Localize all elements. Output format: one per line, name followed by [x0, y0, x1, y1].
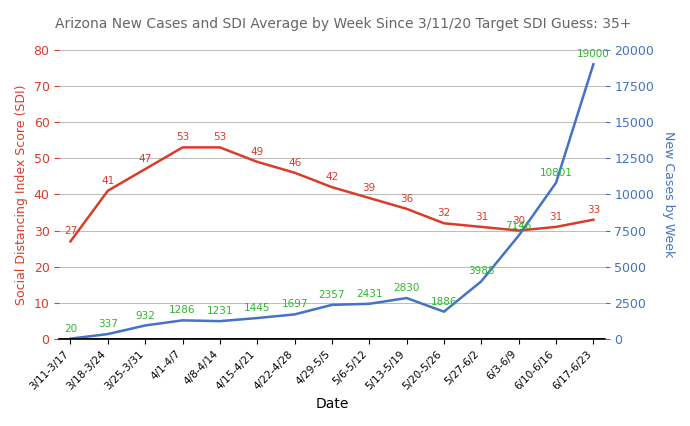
Text: 53: 53 [176, 132, 189, 142]
Text: 932: 932 [135, 311, 155, 320]
Text: 31: 31 [549, 212, 562, 222]
Text: 10801: 10801 [540, 168, 573, 178]
Text: 41: 41 [101, 176, 115, 186]
Text: Arizona New Cases and SDI Average by Week Since 3/11/20 Target SDI Guess: 35+: Arizona New Cases and SDI Average by Wee… [55, 17, 631, 31]
Text: 49: 49 [250, 147, 264, 157]
Text: 30: 30 [512, 216, 525, 226]
Text: 31: 31 [475, 212, 488, 222]
Y-axis label: Social Distancing Index Score (SDI): Social Distancing Index Score (SDI) [15, 84, 28, 305]
X-axis label: Date: Date [315, 397, 348, 411]
Text: 2431: 2431 [356, 289, 382, 299]
Text: 36: 36 [400, 194, 413, 204]
Y-axis label: New Cases by Week: New Cases by Week [662, 131, 675, 257]
Text: 46: 46 [288, 158, 302, 168]
Text: 27: 27 [64, 227, 77, 236]
Text: 7146: 7146 [505, 221, 532, 231]
Text: 53: 53 [213, 132, 226, 142]
Text: 47: 47 [139, 154, 152, 164]
Text: 3988: 3988 [468, 266, 495, 276]
Text: 42: 42 [325, 172, 339, 182]
Text: 1286: 1286 [169, 305, 196, 315]
Text: 20: 20 [64, 324, 77, 334]
Text: 39: 39 [363, 183, 376, 193]
Text: 32: 32 [437, 208, 451, 219]
Text: 1231: 1231 [206, 306, 233, 316]
Text: 1445: 1445 [244, 303, 270, 313]
Text: 2357: 2357 [319, 290, 345, 300]
Text: 33: 33 [586, 205, 600, 215]
Text: 19000: 19000 [577, 49, 610, 59]
Text: 337: 337 [98, 319, 118, 329]
Text: 2830: 2830 [393, 283, 420, 293]
Text: 1886: 1886 [431, 297, 457, 307]
Text: 1697: 1697 [282, 299, 308, 309]
